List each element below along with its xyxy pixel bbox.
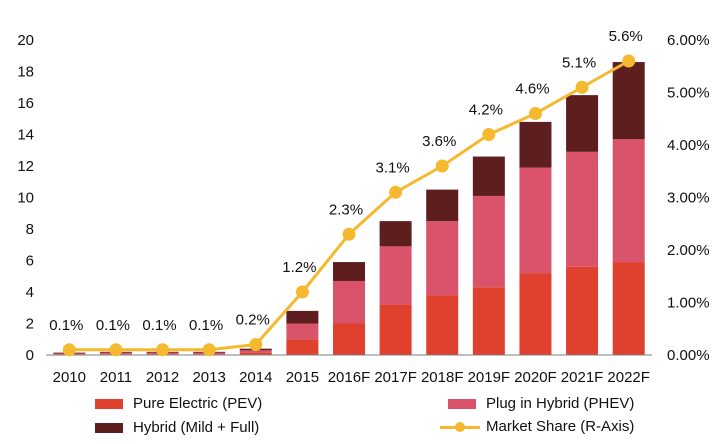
bar-phev (286, 323, 319, 340)
legend-label-market-share: Market Share (R-Axis) (486, 418, 635, 435)
bar-pev (566, 266, 599, 355)
x-tick-label: 2011 (100, 369, 132, 386)
bar-pev (333, 323, 365, 355)
market-share-point (62, 343, 76, 357)
y-left-tick-label: 12 (17, 158, 34, 175)
x-tick-label: 2013 (192, 369, 225, 386)
market-share-point (156, 343, 170, 357)
market-share-label: 1.2% (282, 259, 316, 276)
x-tick-label: 2010 (53, 369, 86, 386)
market-share-label: 5.1% (562, 54, 596, 71)
x-tick-label: 2016F (328, 369, 371, 386)
x-tick-label: 2019F (468, 369, 511, 386)
market-share-point (622, 54, 636, 68)
market-share-label: 4.6% (515, 81, 549, 98)
bar-phev (612, 139, 645, 263)
y-right-tick-label: 5.00% (667, 85, 710, 102)
y-right-tick-label: 3.00% (667, 190, 710, 207)
x-tick-label: 2022F (607, 369, 650, 386)
market-share-point (249, 338, 263, 351)
bar-hybrid (286, 310, 319, 324)
x-tick-label: 2018F (421, 369, 464, 386)
bar-pev (426, 295, 459, 355)
legend-item-phev: Plug in Hybrid (PHEV) (448, 395, 634, 412)
y-left-tick-label: 8 (26, 221, 34, 238)
y-left-tick-label: 16 (17, 95, 34, 112)
x-tick-label: 2021F (561, 369, 604, 386)
market-share-point (109, 343, 123, 357)
y-left-tick-label: 10 (17, 190, 34, 207)
bar-pev (286, 339, 319, 355)
y-right-tick-label: 0.00% (667, 347, 710, 364)
market-share-point (342, 227, 356, 241)
y-right-tick-label: 4.00% (667, 137, 710, 154)
market-share-label: 0.1% (49, 317, 83, 334)
bar-hybrid (519, 121, 552, 168)
legend-swatch-market-share (440, 420, 480, 434)
x-tick-label: 2020F (514, 369, 557, 386)
y-left-tick-label: 20 (17, 32, 34, 49)
bar-hybrid (333, 262, 365, 281)
bar-hybrid (566, 95, 599, 152)
market-share-point (435, 159, 449, 173)
x-tick-label: 2017F (374, 369, 417, 386)
legend-swatch-pev (95, 398, 123, 409)
y-left-tick-label: 14 (17, 127, 34, 144)
bar-phev (426, 221, 459, 296)
market-share-point (528, 107, 542, 120)
bar-phev (472, 195, 505, 288)
bar-phev (379, 246, 412, 305)
bar-phev (566, 151, 599, 267)
market-share-label: 0.1% (96, 317, 130, 334)
y-left-tick-label: 0 (26, 347, 34, 364)
legend-item-hybrid: Hybrid (Mild + Full) (95, 419, 259, 436)
y-right-tick-label: 2.00% (667, 242, 710, 259)
market-share-point (389, 185, 403, 199)
x-tick-label: 2014 (239, 369, 272, 386)
bar-pev (472, 287, 505, 355)
bar-pev (519, 273, 552, 355)
market-share-point (202, 343, 216, 357)
legend-label-phev: Plug in Hybrid (PHEV) (486, 395, 635, 412)
legend-swatch-hybrid (95, 422, 123, 433)
y-left-tick-label: 2 (26, 316, 34, 333)
x-tick-label: 2015 (286, 369, 319, 386)
bar-phev (519, 167, 552, 274)
bar-hybrid (379, 221, 412, 247)
market-share-point (295, 285, 309, 299)
market-share-label: 2.3% (329, 201, 363, 218)
market-share-label: 5.6% (609, 28, 643, 45)
legend-item-market-share: Market Share (R-Axis) (440, 418, 634, 435)
market-share-point (575, 80, 589, 94)
bar-phev (239, 350, 272, 353)
bar-pev (239, 352, 272, 355)
market-share-point (482, 128, 496, 141)
bar-phev (333, 280, 365, 324)
bar-hybrid (426, 189, 459, 222)
bar-pev (612, 262, 645, 355)
y-left-tick-label: 4 (26, 284, 34, 301)
bar-pev (379, 304, 412, 355)
y-left-tick-label: 6 (26, 253, 34, 270)
y-right-tick-label: 6.00% (667, 32, 710, 49)
market-share-label: 3.6% (422, 133, 456, 150)
y-left-tick-label: 18 (17, 64, 34, 81)
legend-label-pev: Pure Electric (PEV) (133, 395, 263, 412)
legend-label-hybrid: Hybrid (Mild + Full) (133, 419, 260, 436)
y-right-tick-label: 1.00% (667, 295, 710, 312)
market-share-label: 4.2% (469, 102, 503, 119)
market-share-label: 3.1% (376, 159, 410, 176)
market-share-label: 0.2% (236, 312, 270, 329)
legend-swatch-phev (448, 398, 476, 409)
legend-item-pev: Pure Electric (PEV) (95, 395, 262, 412)
market-share-label: 0.1% (189, 317, 223, 334)
market-share-label: 0.1% (142, 317, 176, 334)
x-tick-label: 2012 (146, 369, 179, 386)
bar-hybrid (472, 156, 505, 196)
bar-hybrid (612, 62, 645, 140)
